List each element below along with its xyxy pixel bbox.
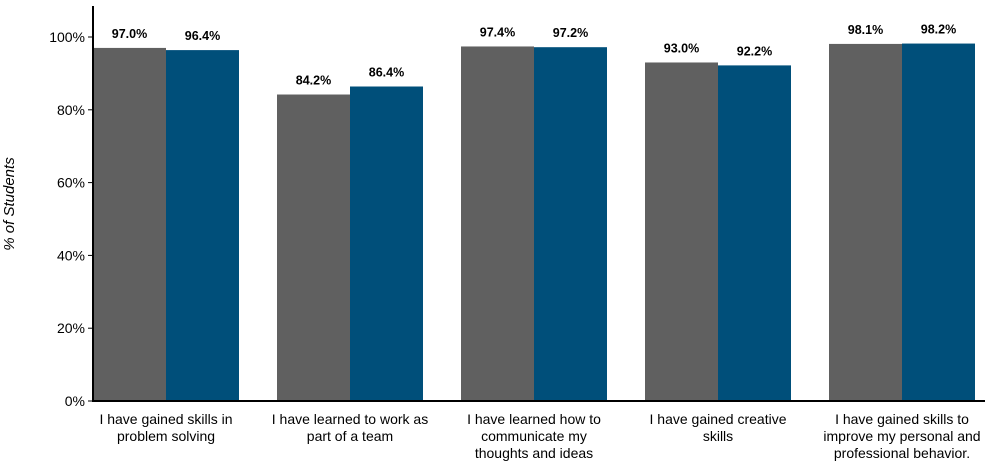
bar-value-label: 86.4% (369, 66, 404, 80)
bar-value-label: 96.4% (185, 29, 220, 43)
y-tick-label: 80% (57, 102, 85, 118)
y-tick-label: 100% (49, 29, 85, 45)
y-tick-label: 60% (57, 175, 85, 191)
bar-value-label: 97.4% (480, 25, 515, 39)
value-labels: 97.0% 96.4% 84.2% 86.4% 97.4% 97.2% 93.0% 92.2%… (112, 23, 956, 88)
category-label: I have learned to work as part of a team (272, 411, 428, 444)
bar (829, 43, 902, 401)
category-labels: I have gained skills in problem solving I … (99, 411, 980, 461)
bar (534, 47, 607, 401)
bar-value-label: 98.1% (848, 23, 883, 37)
category-label: I have gained skills in problem solving (99, 411, 232, 444)
bar-value-label: 84.2% (296, 74, 331, 88)
bar (350, 86, 423, 401)
bar (902, 43, 975, 401)
category-label: I have gained skills to improve my person… (823, 411, 980, 461)
bar-value-label: 97.0% (112, 27, 147, 41)
bar (461, 46, 534, 402)
y-axis-title: % of Students (1, 157, 18, 251)
bar-value-label: 93.0% (664, 41, 699, 55)
category-label: I have learned how to communicate my thoug… (467, 411, 601, 461)
category-label: I have gained creative skills (650, 411, 787, 444)
bar-value-label: 97.2% (553, 26, 588, 40)
y-tick-label: 20% (57, 320, 85, 336)
bar (93, 47, 166, 402)
bar (645, 62, 718, 401)
bar (277, 94, 350, 402)
bars (93, 43, 975, 402)
y-axis-ticks: 0% 20% 40% 60% 80% 100% (49, 29, 93, 409)
bar-value-label: 98.2% (921, 23, 956, 37)
bar (718, 65, 791, 401)
bar-value-label: 92.2% (737, 44, 772, 58)
bar (166, 50, 239, 401)
y-tick-label: 0% (65, 393, 85, 409)
y-tick-label: 40% (57, 247, 85, 263)
